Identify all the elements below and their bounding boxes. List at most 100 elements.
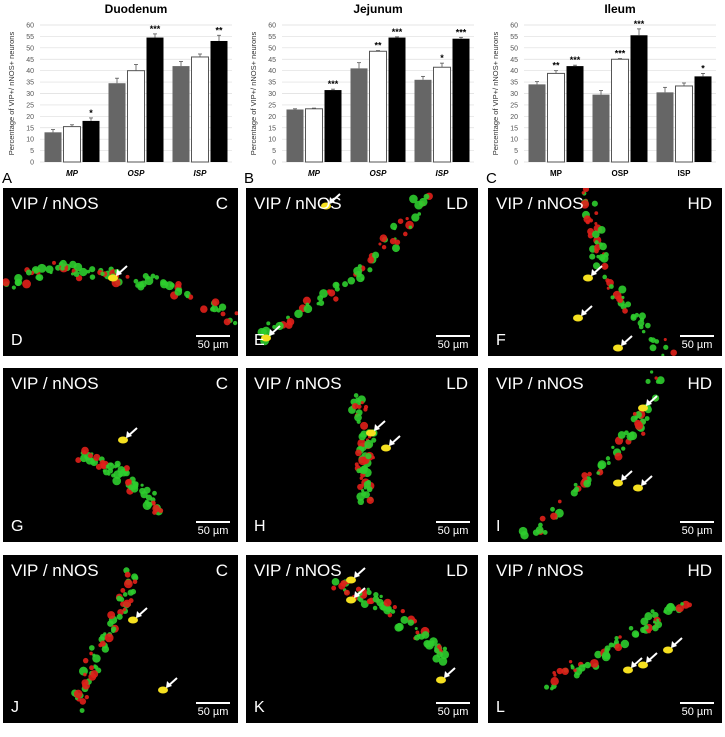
- green-fluorescence: [354, 462, 359, 467]
- micrograph-panel-k: VIP / nNOS LD K 50 µm: [246, 555, 478, 723]
- red-fluorescence: [544, 684, 550, 690]
- green-fluorescence: [605, 278, 610, 283]
- green-fluorescence: [364, 439, 374, 449]
- micrograph-panel-h: VIP / nNOS LD H 50 µm: [246, 368, 478, 542]
- y-tick-label: 35: [510, 80, 518, 87]
- scale-label: 50 µm: [197, 706, 229, 718]
- micrograph-panel-j: VIP / nNOS C J 50 µm: [3, 555, 238, 723]
- red-fluorescence: [644, 612, 653, 621]
- green-fluorescence: [354, 413, 362, 422]
- red-fluorescence: [112, 476, 122, 486]
- arrow-head-icon: [671, 641, 677, 648]
- green-fluorescence: [589, 253, 596, 260]
- green-fluorescence: [601, 652, 611, 662]
- green-fluorescence: [232, 320, 238, 326]
- y-tick-label: 5: [272, 148, 276, 155]
- red-fluorescence: [379, 594, 383, 599]
- bar-chart-jejunum: Jejunum Percentage of VIP+/ nNOS+ neurons…: [242, 0, 482, 186]
- red-fluorescence: [210, 305, 219, 313]
- double-labelled-neuron: [613, 344, 623, 352]
- red-fluorescence: [556, 667, 564, 675]
- significance-label: **: [374, 41, 382, 51]
- scale-bar: 50 µm: [436, 335, 470, 351]
- y-tick-label: 10: [26, 137, 34, 144]
- green-fluorescence: [69, 260, 77, 269]
- green-fluorescence: [90, 670, 99, 679]
- red-fluorescence: [261, 326, 271, 336]
- green-fluorescence: [100, 463, 107, 469]
- green-fluorescence: [124, 479, 132, 486]
- green-fluorescence: [583, 215, 592, 224]
- red-fluorescence: [372, 251, 380, 259]
- y-tick-label: 55: [510, 34, 518, 41]
- double-labelled-neuron: [436, 676, 446, 684]
- group-label: C: [215, 374, 228, 393]
- scale-bar: 50 µm: [196, 335, 230, 351]
- green-fluorescence: [140, 483, 144, 487]
- micrograph-panel-e: VIP / nNOS LD E 50 µm: [246, 188, 478, 356]
- scale-label: 50 µm: [681, 706, 713, 718]
- green-fluorescence: [436, 651, 443, 658]
- red-fluorescence: [403, 231, 408, 237]
- arrow-head-icon: [631, 661, 637, 668]
- green-fluorescence: [634, 416, 638, 420]
- bar-chart-duodenum: Duodenum Percentage of VIP+/ nNOS+ neuron…: [0, 0, 240, 186]
- micrograph-image: [71, 567, 178, 714]
- scale-bar: 50 µm: [680, 521, 714, 537]
- green-fluorescence: [117, 608, 124, 616]
- category-label: ISP: [436, 169, 450, 178]
- red-fluorescence: [93, 664, 97, 668]
- stain-label: VIP / nNOS: [11, 194, 99, 213]
- red-fluorescence: [596, 254, 600, 259]
- green-fluorescence: [122, 599, 132, 608]
- green-fluorescence: [272, 324, 277, 330]
- green-fluorescence: [150, 273, 156, 279]
- green-fluorescence: [372, 605, 378, 611]
- micrograph-image: [257, 192, 433, 346]
- green-fluorescence: [130, 485, 139, 493]
- double-labelled-neuron: [118, 436, 128, 444]
- y-tick-label: 45: [510, 57, 518, 64]
- panel-label: B: [244, 170, 255, 187]
- green-fluorescence: [641, 431, 646, 436]
- bar: [414, 79, 432, 162]
- green-fluorescence: [165, 281, 175, 291]
- double-labelled-neuron: [638, 404, 648, 412]
- green-fluorescence: [634, 421, 644, 430]
- green-fluorescence: [580, 200, 590, 209]
- green-fluorescence: [437, 644, 442, 649]
- green-fluorescence: [675, 604, 684, 613]
- category-label: OSP: [128, 169, 146, 178]
- green-fluorescence: [582, 188, 590, 193]
- green-fluorescence: [645, 322, 651, 329]
- micrograph-panel-i: VIP / nNOS HD I 50 µm: [488, 368, 722, 542]
- y-tick-label: 40: [26, 68, 34, 75]
- y-tick-label: 50: [26, 45, 34, 52]
- green-fluorescence: [680, 602, 684, 606]
- stain-label: VIP / nNOS: [254, 374, 342, 393]
- y-tick-label: 35: [26, 80, 34, 87]
- arrow-head-icon: [329, 197, 335, 204]
- y-tick-label: 60: [510, 23, 518, 30]
- red-fluorescence: [645, 378, 651, 384]
- green-fluorescence: [355, 449, 362, 457]
- category-label: OSP: [612, 169, 630, 178]
- red-fluorescence: [652, 620, 657, 624]
- y-tick-label: 45: [268, 57, 276, 64]
- double-labelled-neuron: [663, 646, 673, 654]
- bar: [566, 66, 584, 162]
- red-fluorescence: [561, 667, 569, 675]
- significance-label: ***: [634, 19, 645, 29]
- panel-letter: D: [11, 332, 23, 349]
- red-fluorescence: [220, 311, 226, 317]
- green-fluorescence: [104, 633, 114, 643]
- bar: [191, 56, 209, 163]
- green-fluorescence: [363, 404, 369, 410]
- red-fluorescence: [106, 462, 115, 471]
- red-fluorescence: [584, 661, 591, 669]
- stain-label: VIP / nNOS: [254, 561, 342, 580]
- y-tick-label: 35: [268, 80, 276, 87]
- green-fluorescence: [338, 582, 346, 590]
- stain-label: VIP / nNOS: [11, 374, 99, 393]
- chart-svg: Jejunum Percentage of VIP+/ nNOS+ neurons…: [249, 2, 474, 178]
